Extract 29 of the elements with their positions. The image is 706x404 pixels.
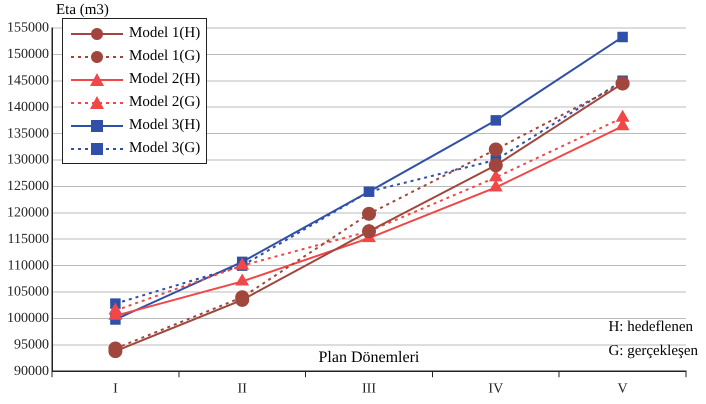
x-tick-label: IV <box>488 381 504 396</box>
x-tick-label: II <box>238 381 248 396</box>
x-tick-label: I <box>113 381 118 396</box>
legend-label: Model 2(G) <box>129 94 200 111</box>
y-tick-label: 150000 <box>7 47 49 62</box>
y-tick-label: 115000 <box>8 232 49 247</box>
annotation: G: gerçekleşen <box>608 342 698 362</box>
legend-label: Model 2(H) <box>129 71 200 88</box>
y-tick-label: 100000 <box>7 311 49 326</box>
y-tick-label: 105000 <box>7 284 49 300</box>
x-tick-label: V <box>618 381 628 396</box>
annotation: H: hedeflenen <box>608 318 694 338</box>
legend-label: Model 3(H) <box>129 117 200 134</box>
x-tick-label: III <box>362 381 376 396</box>
y-tick-label: 155000 <box>7 20 49 36</box>
y-tick-label: 145000 <box>7 73 49 88</box>
legend-label: Model 1(H) <box>129 25 200 42</box>
legend-label: Model 1(G) <box>129 48 200 65</box>
y-tick-label: 125000 <box>7 179 49 194</box>
x-axis-title: Plan Dönemleri <box>318 349 420 368</box>
y-tick-label: 95000 <box>14 337 49 352</box>
legend-label: Model 3(G) <box>129 140 200 157</box>
y-tick-label: 110000 <box>8 258 49 274</box>
y-tick-label: 130000 <box>7 152 49 168</box>
y-tick-label: 120000 <box>7 205 49 220</box>
y-tick-label: 90000 <box>14 364 49 379</box>
y-axis-title: Eta (m3) <box>56 2 109 19</box>
y-tick-label: 135000 <box>7 126 49 142</box>
y-tick-label: 140000 <box>7 100 49 115</box>
